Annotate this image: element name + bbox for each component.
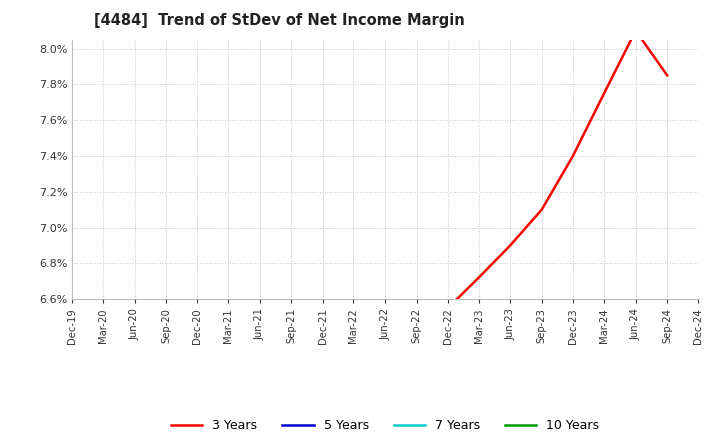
- Text: [4484]  Trend of StDev of Net Income Margin: [4484] Trend of StDev of Net Income Marg…: [94, 13, 464, 28]
- Legend: 3 Years, 5 Years, 7 Years, 10 Years: 3 Years, 5 Years, 7 Years, 10 Years: [166, 414, 604, 437]
